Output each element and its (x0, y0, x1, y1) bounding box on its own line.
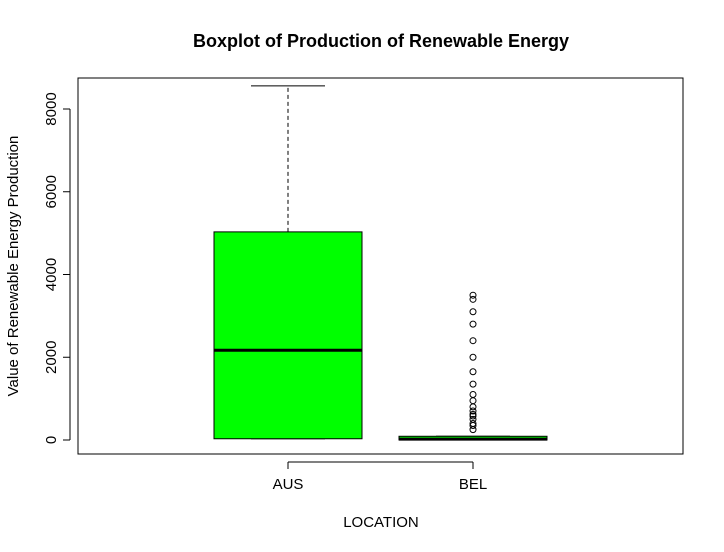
outlier-point (469, 320, 477, 328)
y-tick-label: 0 (43, 436, 60, 444)
y-tick-label: 2000 (43, 341, 60, 374)
plot-frame (77, 77, 684, 455)
outlier-point (469, 295, 477, 303)
y-tick-label: 8000 (43, 92, 60, 125)
outlier-point (469, 353, 477, 361)
outlier-point (469, 419, 477, 427)
outlier-point (469, 337, 477, 345)
x-axis: AUS BEL (273, 461, 487, 493)
outlier-point (469, 407, 477, 415)
box-bel (398, 291, 548, 441)
x-axis-label: LOCATION (343, 514, 419, 531)
y-axis: 0 2000 4000 6000 8000 (43, 92, 71, 444)
box-aus (213, 85, 363, 440)
outlier-point (469, 390, 477, 398)
box-rect (213, 231, 363, 440)
outlier-point (469, 368, 477, 376)
y-tick-label: 4000 (43, 258, 60, 291)
x-tick-label: AUS (273, 476, 304, 493)
outlier-point (469, 291, 477, 299)
x-tick-label: BEL (459, 476, 487, 493)
boxes (213, 85, 548, 441)
y-tick-label: 6000 (43, 175, 60, 208)
outlier-point (469, 380, 477, 388)
outlier-point (469, 410, 477, 418)
y-axis-label: Value of Renewable Energy Production (5, 136, 22, 397)
outlier-point (469, 308, 477, 316)
outlier-point (469, 403, 477, 411)
outlier-point (469, 415, 477, 423)
outlier-point (469, 397, 477, 405)
chart-title: Boxplot of Production of Renewable Energ… (193, 31, 569, 51)
